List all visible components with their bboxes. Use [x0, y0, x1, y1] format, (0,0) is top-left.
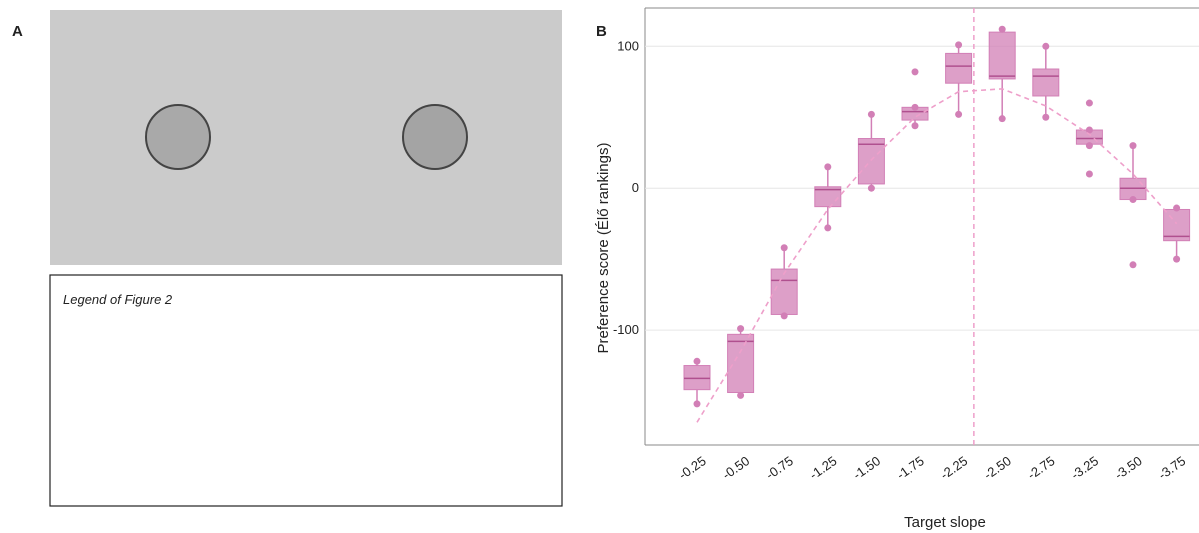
whisker-end: [1129, 196, 1137, 204]
x-tick-label: -3.25: [1068, 453, 1101, 482]
legend-box: [49, 274, 563, 507]
x-tick-label: -2.75: [1025, 453, 1058, 482]
outlier: [1085, 170, 1093, 178]
stimulus-disc: [402, 104, 468, 170]
whisker-end: [737, 325, 745, 333]
whisker-end: [867, 110, 875, 118]
stimulus-disc: [145, 104, 211, 170]
whisker-end: [1042, 42, 1050, 50]
whisker-end: [1085, 142, 1093, 150]
box: [945, 52, 973, 84]
whisker-end: [1173, 255, 1181, 263]
x-tick-label: -2.50: [981, 453, 1014, 482]
box: [857, 138, 885, 185]
box: [1163, 208, 1191, 242]
x-tick-label: -3.50: [1112, 453, 1145, 482]
whisker-end: [998, 25, 1006, 33]
panel-label: B: [596, 23, 607, 40]
x-tick-label: -1.75: [894, 453, 927, 482]
x-tick-label: -0.75: [763, 453, 796, 482]
whisker-end: [780, 312, 788, 320]
y-axis-label: Preference score (Élő rankings): [595, 143, 612, 354]
outlier: [911, 68, 919, 76]
whisker-end: [998, 115, 1006, 123]
whisker-end: [911, 103, 919, 111]
whisker-end: [693, 400, 701, 408]
whisker-end: [1042, 113, 1050, 121]
x-tick-label: -0.25: [676, 453, 709, 482]
x-tick-label: -1.25: [807, 453, 840, 482]
y-tick-label: 100: [617, 38, 639, 53]
x-tick-label: -2.25: [937, 453, 970, 482]
legend-text: Legend of Figure 2: [63, 292, 173, 307]
y-tick-label: 0: [632, 180, 639, 195]
y-tick-label: -100: [613, 322, 639, 337]
outlier: [1085, 99, 1093, 107]
x-tick-label: -3.75: [1155, 453, 1188, 482]
whisker-end: [780, 244, 788, 252]
whisker-end: [1129, 142, 1137, 150]
outlier: [1129, 261, 1137, 269]
x-axis-label: Target slope: [904, 514, 986, 531]
whisker-end: [693, 357, 701, 365]
whisker-end: [1173, 204, 1181, 212]
whisker-end: [867, 184, 875, 192]
box: [988, 31, 1016, 80]
whisker-end: [1085, 126, 1093, 134]
stimulus-background: [50, 10, 562, 265]
x-tick-label: -1.50: [850, 453, 883, 482]
fit-curve: [696, 88, 1178, 423]
box: [727, 333, 755, 394]
panel-label: A: [12, 23, 23, 40]
box: [814, 186, 842, 208]
whisker-end: [824, 224, 832, 232]
whisker-end: [911, 122, 919, 130]
x-tick-label: -0.50: [719, 453, 752, 482]
whisker-end: [955, 41, 963, 49]
whisker-end: [737, 391, 745, 399]
box: [1032, 68, 1060, 97]
whisker-end: [955, 110, 963, 118]
box: [770, 268, 798, 315]
whisker-end: [824, 163, 832, 171]
